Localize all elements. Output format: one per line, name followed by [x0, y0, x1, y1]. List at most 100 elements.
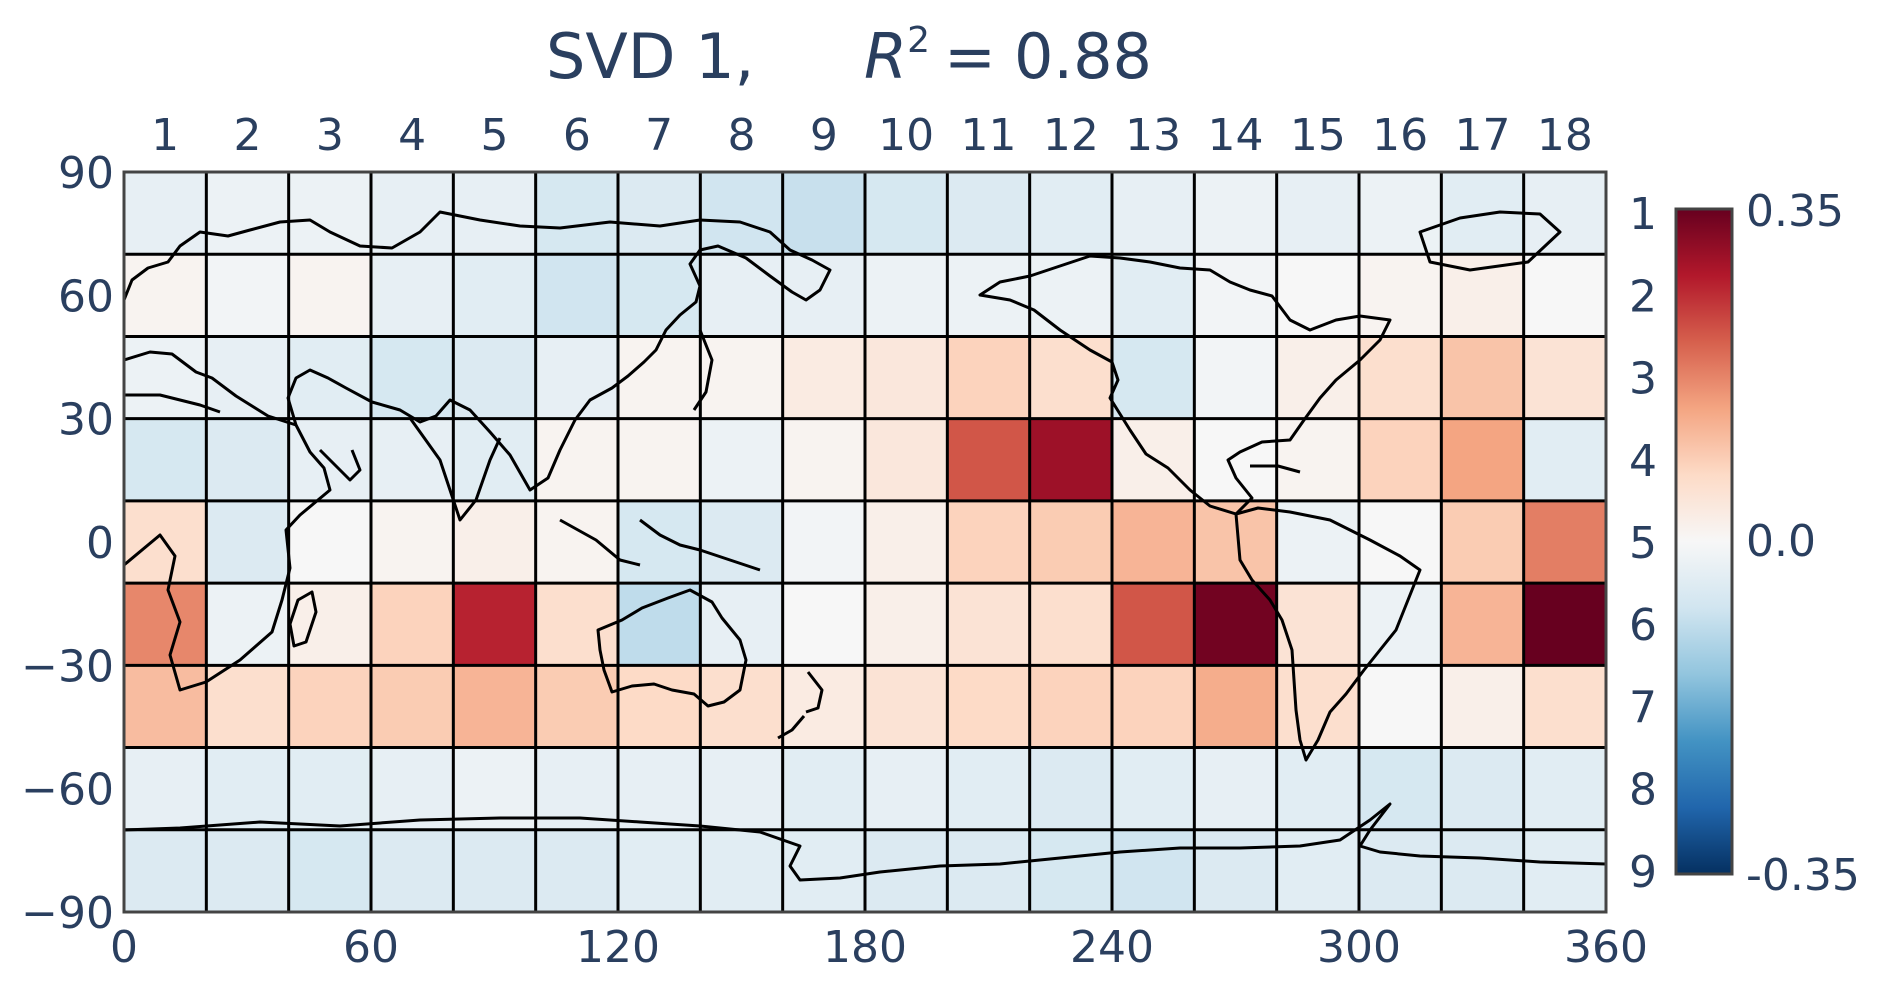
row-label: 5 — [1629, 518, 1657, 569]
heatmap-cell — [1112, 829, 1195, 913]
heatmap-cell — [1029, 665, 1113, 749]
heatmap-cell — [1441, 418, 1525, 502]
column-label: 2 — [234, 110, 262, 161]
heatmap-cell — [618, 336, 701, 420]
column-label: 13 — [1125, 110, 1181, 161]
heatmap-cell — [371, 747, 454, 831]
heatmap-cell — [1194, 583, 1278, 666]
heatmap-cell — [947, 418, 1031, 502]
heatmap-cell — [1194, 254, 1278, 337]
x-tick-label: 120 — [576, 922, 660, 973]
heatmap-cell — [947, 583, 1031, 666]
column-label: 6 — [563, 110, 591, 161]
heatmap-cell — [1029, 336, 1113, 420]
colorbar-gradient — [1674, 207, 1734, 876]
heatmap-cell — [1523, 418, 1607, 502]
heatmap-cell — [206, 336, 290, 420]
x-tick-label: 360 — [1564, 922, 1648, 973]
heatmap-cell — [1523, 747, 1607, 831]
colorbar: 0.35 0.0 -0.35 — [1674, 186, 1860, 901]
heatmap-cell — [1029, 418, 1113, 502]
heatmap-cell — [947, 829, 1031, 913]
heatmap-cell — [1276, 747, 1360, 831]
heatmap-cell — [947, 500, 1031, 584]
heatmap-cell — [206, 418, 290, 502]
heatmap-cell — [535, 829, 619, 913]
heatmap-cell — [782, 172, 866, 255]
heatmap-cell — [865, 336, 948, 420]
heatmap-cell — [618, 829, 701, 913]
x-tick-label: 180 — [823, 922, 907, 973]
heatmap-cell — [124, 665, 207, 749]
heatmap-cell — [206, 172, 290, 255]
heatmap-cell — [206, 254, 290, 337]
heatmap-cell — [288, 829, 372, 913]
heatmap-cell — [453, 829, 537, 913]
row-label: 8 — [1629, 765, 1657, 816]
heatmap-cell — [288, 172, 372, 255]
heatmap-cell — [453, 336, 537, 420]
heatmap-cell — [288, 747, 372, 831]
heatmap-cell — [865, 583, 948, 666]
heatmap-cell — [782, 747, 866, 831]
x-tick-label: 60 — [343, 922, 399, 973]
heatmap-cell — [1276, 254, 1360, 337]
heatmap-cell — [782, 500, 866, 584]
heatmap-cell — [865, 500, 948, 584]
heatmap-cell — [124, 418, 207, 502]
column-label: 9 — [810, 110, 838, 161]
heatmap-cell — [1523, 665, 1607, 749]
heatmap-cell — [124, 747, 207, 831]
heatmap-cell — [1359, 172, 1442, 255]
heatmap-cell — [124, 254, 207, 337]
heatmap-cell — [618, 665, 701, 749]
heatmap-cell — [782, 583, 866, 666]
colorbar-max-label: 0.35 — [1746, 186, 1844, 237]
heatmap-cell — [700, 583, 784, 666]
heatmap-cell — [1523, 336, 1607, 420]
column-label: 1 — [151, 110, 179, 161]
heatmap-cell — [1359, 665, 1442, 749]
column-label: 16 — [1372, 110, 1428, 161]
y-tick-label: −30 — [21, 641, 114, 692]
heatmap-cell — [371, 500, 454, 584]
y-tick-label: 90 — [58, 148, 114, 199]
heatmap-cell — [453, 500, 537, 584]
x-tick-label: 0 — [110, 922, 138, 973]
heatmap-cell — [618, 747, 701, 831]
heatmap-cell — [1276, 418, 1360, 502]
heatmap-cell — [124, 829, 207, 913]
heatmap-cell — [1112, 583, 1195, 666]
heatmap-cell — [1359, 254, 1442, 337]
heatmap-cell — [700, 254, 784, 337]
column-label: 14 — [1208, 110, 1264, 161]
heatmap-cell — [1112, 747, 1195, 831]
heatmap-cell — [865, 254, 948, 337]
heatmap-cell — [1359, 336, 1442, 420]
row-label: 4 — [1629, 436, 1657, 487]
heatmap-cell — [618, 418, 701, 502]
heatmap-cell — [865, 172, 948, 255]
column-label: 15 — [1290, 110, 1346, 161]
y-tick-label: −60 — [21, 765, 114, 816]
heatmap-cell — [206, 665, 290, 749]
row-label: 2 — [1629, 271, 1657, 322]
heatmap-cell — [865, 665, 948, 749]
x-tick-label: 300 — [1317, 922, 1401, 973]
x-tick-label: 240 — [1070, 922, 1154, 973]
heatmap-cell — [865, 418, 948, 502]
heatmap-cell — [782, 336, 866, 420]
heatmap-cell — [1194, 418, 1278, 502]
heatmap-cell — [1276, 336, 1360, 420]
heatmap-cell — [453, 665, 537, 749]
heatmap-cells — [124, 172, 1607, 913]
heatmap-cell — [1523, 583, 1607, 666]
heatmap-cell — [124, 336, 207, 420]
region-gridlines — [124, 172, 1606, 912]
heatmap-cell — [1441, 500, 1525, 584]
heatmap-cell — [535, 336, 619, 420]
heatmap-cell — [453, 747, 537, 831]
row-label: 7 — [1629, 682, 1657, 733]
heatmap-cell — [535, 418, 619, 502]
heatmap-cell — [535, 172, 619, 255]
